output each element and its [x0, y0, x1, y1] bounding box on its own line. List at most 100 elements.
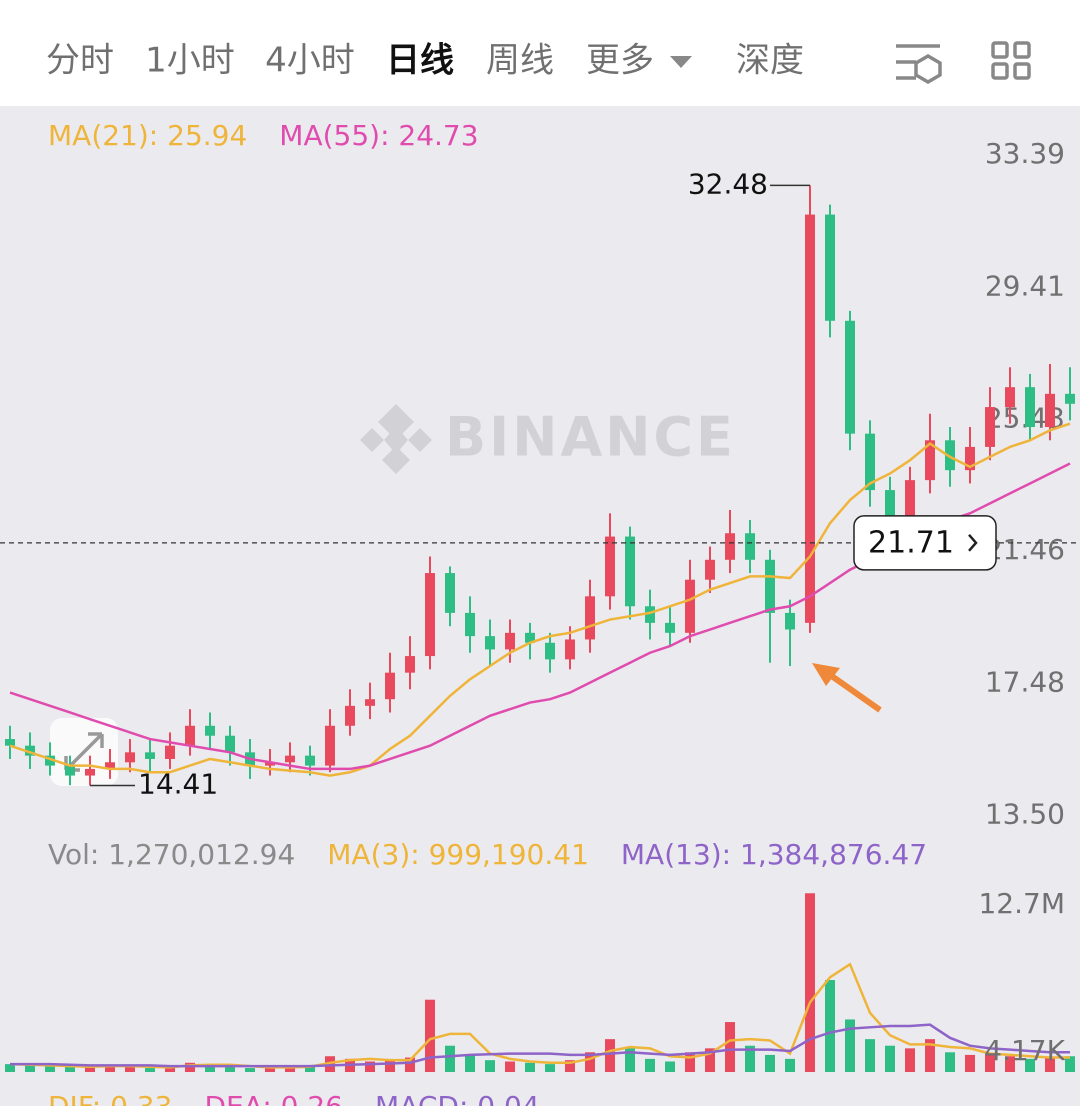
max-label: 32.48 [688, 167, 768, 200]
volume-bar [725, 1022, 735, 1072]
volume-bar [885, 1045, 895, 1072]
candle-body [585, 596, 595, 640]
tab[interactable]: 1小时 [145, 41, 235, 81]
candle-body [625, 536, 635, 607]
candle-body [765, 559, 775, 613]
candle-body [305, 755, 315, 766]
volume-bar [205, 1064, 215, 1072]
settings-icon[interactable] [896, 44, 942, 85]
volume-bar [145, 1068, 155, 1072]
volume-bar [465, 1054, 475, 1072]
volume-bar [5, 1064, 15, 1072]
volume-bar [1065, 1056, 1075, 1072]
layout-icon[interactable] [991, 41, 1031, 80]
volume-bar [365, 1061, 375, 1072]
candle-body [1045, 393, 1055, 428]
candle-body [205, 725, 215, 736]
candle-body [845, 320, 855, 434]
macd-legend: MACD: 0.04 [375, 1090, 540, 1106]
candle-body [105, 762, 115, 769]
expand-button[interactable] [50, 718, 118, 786]
candle-body [145, 752, 155, 759]
last-price: 21.71 [868, 525, 954, 560]
volume-bar [1005, 1056, 1015, 1072]
more-caret[interactable] [670, 56, 692, 68]
candle-body [325, 725, 335, 766]
volume-bar [185, 1062, 195, 1072]
volume-bar [985, 1053, 995, 1072]
volume-bar [65, 1066, 75, 1072]
candle-body [385, 672, 395, 700]
candle-body [825, 214, 835, 321]
candle-body [425, 573, 435, 657]
volume-bar [425, 999, 435, 1072]
candle-body [125, 752, 135, 763]
y-tick-label: 21.46 [985, 533, 1065, 566]
volume-bar [825, 980, 835, 1072]
min-label: 14.41 [138, 768, 218, 801]
candle-body [685, 579, 695, 633]
candle-body [345, 705, 355, 726]
candle-body [445, 573, 455, 613]
volume-bar [905, 1048, 915, 1072]
tab[interactable]: 深度 [736, 41, 804, 81]
candle-body [965, 446, 975, 471]
candle-body [465, 612, 475, 637]
candle-body [785, 612, 795, 630]
y-tick-label: 29.41 [985, 269, 1065, 302]
y-tick-label: 17.48 [985, 665, 1065, 698]
tab[interactable]: 周线 [486, 41, 554, 81]
volume-bar [665, 1061, 675, 1072]
volume-bar [505, 1061, 515, 1072]
volume-bar [685, 1052, 695, 1072]
volume-bar [545, 1064, 555, 1072]
volume-bar [765, 1054, 775, 1072]
volume-bar [45, 1065, 55, 1072]
volume-bar [805, 893, 815, 1072]
candle-body [405, 656, 415, 673]
volume-bar [405, 1057, 415, 1072]
annotation-arrow [812, 663, 882, 713]
tab[interactable]: 日线 [386, 41, 454, 81]
volume-bar [925, 1039, 935, 1072]
candle-body [365, 699, 375, 706]
volume-bar [245, 1068, 255, 1072]
candle-body [985, 407, 995, 447]
volume-bar [865, 1039, 875, 1072]
chevron [968, 534, 978, 552]
volume-bar [85, 1066, 95, 1072]
volume-bar [165, 1066, 175, 1072]
candle-body [165, 745, 175, 759]
ma-line [9, 422, 1071, 777]
candle-body [1065, 393, 1075, 404]
candle-body [505, 632, 515, 650]
tab[interactable]: 4小时 [265, 41, 355, 81]
candle-body [525, 632, 535, 643]
candle-body [485, 636, 495, 650]
tab-bar [0, 0, 1080, 106]
candle-body [805, 214, 815, 623]
candle-body [285, 755, 295, 763]
volume-bar [745, 1045, 755, 1072]
volume-bar [585, 1052, 595, 1072]
tab[interactable]: 更多 [586, 41, 654, 81]
tab[interactable]: 分时 [46, 41, 114, 81]
candle-body [565, 639, 575, 660]
watermark-logo [360, 404, 432, 474]
candle-body [45, 755, 55, 766]
volume-bar [125, 1066, 135, 1072]
y-tick-label: 12.7M [978, 887, 1065, 920]
macd-legend: DIF: 0.33 [48, 1090, 172, 1106]
candle-body [65, 765, 75, 776]
candle-body [885, 490, 895, 527]
volume-bar [265, 1068, 275, 1072]
last-price-box[interactable] [853, 515, 997, 571]
chart-background [0, 106, 1080, 1106]
ma-legend: MA(55): 24.73 [279, 119, 478, 152]
volume-bar [565, 1060, 575, 1072]
candle-body [5, 739, 15, 746]
watermark: BINANCE [445, 406, 736, 469]
volume-legend: Vol: 1,270,012.94 [48, 838, 295, 871]
